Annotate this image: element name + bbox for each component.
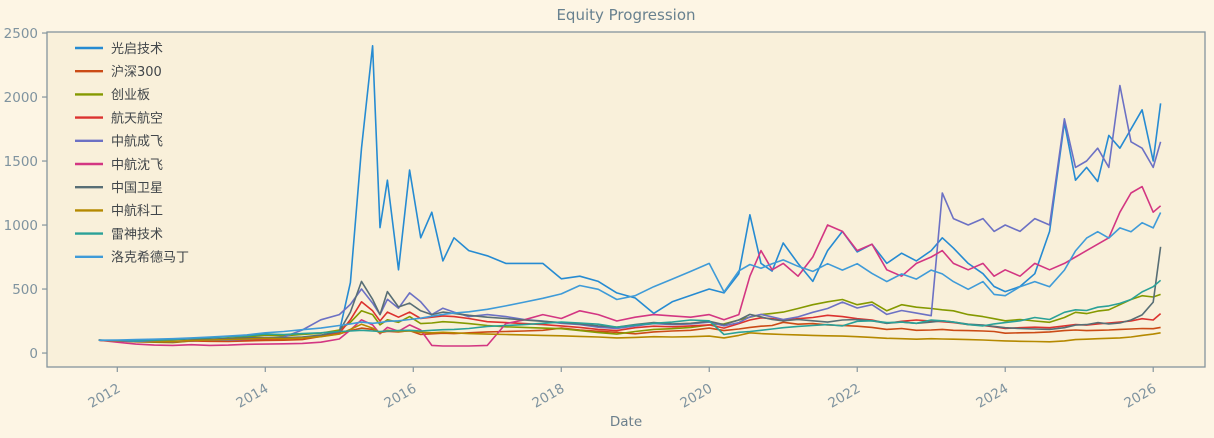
legend-item-3: 航天航空 [75,110,163,126]
legend-item-0: 光启技术 [75,42,163,57]
series-line-8 [98,279,1162,342]
series-line-5 [98,185,1162,347]
legend-item-7: 中航科工 [75,203,163,219]
y-tick-label: 2500 [4,26,38,42]
axes-background [47,32,1205,367]
legend-label-2: 创业板 [111,88,150,103]
legend-label-7: 中航科工 [111,203,163,219]
legend-item-2: 创业板 [75,88,150,103]
legend-label-8: 雷神技术 [111,227,163,242]
legend-label-6: 中国卫星 [111,181,163,196]
y-tick-label: 1000 [4,218,38,234]
x-tick-label: 2026 [1121,381,1159,412]
series-line-7 [98,323,1161,343]
series-line-9 [98,212,1162,341]
y-tick-label: 2000 [4,90,38,106]
y-tick-label: 1500 [4,154,38,170]
legend-item-5: 中航沈飞 [75,157,163,173]
legend-label-5: 中航沈飞 [111,157,163,173]
plot-background [47,32,1205,367]
x-tick-label: 2016 [382,381,420,412]
legend-item-9: 洛克希德马丁 [75,251,189,266]
y-tick-label: 500 [12,282,38,298]
series-line-6 [98,246,1162,342]
legend-item-8: 雷神技术 [75,227,163,242]
x-tick-label: 2022 [825,381,863,412]
legend-label-4: 中航成飞 [111,134,163,150]
plot-frame [46,31,1206,368]
legend-item-6: 中国卫星 [75,181,163,196]
legend-label-9: 洛克希德马丁 [111,251,189,266]
x-tick-label: 2024 [973,381,1011,412]
x-tick-label: 2018 [529,381,567,412]
chart-title: Equity Progression [556,6,695,24]
x-tick-label: 2020 [677,381,715,412]
x-axis-label: Date [610,414,642,430]
legend-label-1: 沪深300 [111,64,162,80]
legend-item-4: 中航成飞 [75,134,163,150]
legend-label-3: 航天航空 [111,110,163,126]
x-tick-label: 2014 [234,381,272,412]
x-tick-label: 2012 [86,381,124,412]
series-lines [98,44,1162,347]
y-tick-label: 0 [29,346,38,362]
legend-item-1: 沪深300 [75,64,162,80]
legend-label-0: 光启技术 [111,42,163,57]
